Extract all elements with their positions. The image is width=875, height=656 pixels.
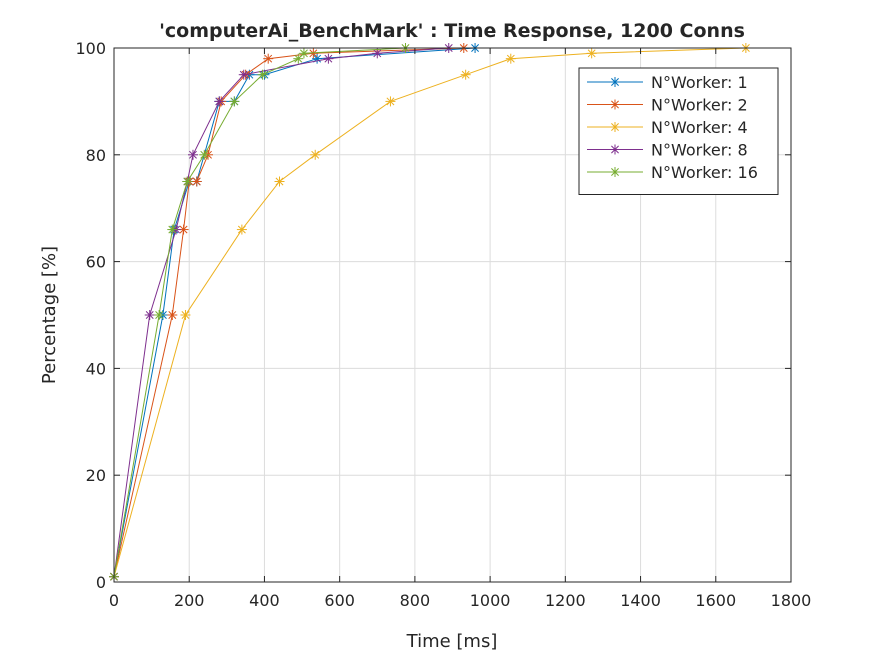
legend-marker (610, 99, 620, 110)
data-point (372, 48, 383, 59)
data-point (214, 96, 225, 107)
data-point (154, 310, 165, 320)
chart-title: 'computerAi_BenchMark' : Time Response, … (159, 20, 745, 42)
data-point (274, 176, 285, 187)
data-point (187, 149, 198, 160)
series-5 (109, 43, 411, 582)
legend-item: N°Worker: 16 (587, 163, 758, 182)
legend: N°Worker: 1 N°Worker: 2 N°Worker: 4 N°Worke… (578, 67, 779, 195)
legend-marker (610, 77, 620, 87)
y-tick-label: 40 (86, 359, 106, 378)
data-point (167, 224, 178, 235)
legend-marker (610, 122, 620, 132)
data-point (310, 149, 321, 160)
x-tick-label: 1200 (545, 591, 586, 610)
data-point (586, 48, 597, 59)
data-point (199, 149, 210, 160)
x-tick-label: 0 (109, 591, 119, 610)
data-point (263, 53, 274, 64)
x-tick-label: 800 (400, 591, 431, 610)
legend-box (578, 67, 779, 195)
series-line (113, 47, 449, 577)
x-tick-label: 1600 (695, 591, 736, 610)
y-tick-label: 80 (86, 146, 106, 165)
x-tick-label: 200 (174, 591, 205, 610)
legend-item: N°Worker: 1 (587, 73, 748, 92)
data-point (236, 224, 247, 235)
legend-item: N°Worker: 2 (587, 96, 748, 115)
legend-label: N°Worker: 4 (651, 118, 748, 137)
legend-marker (610, 144, 620, 155)
series-3 (109, 43, 751, 582)
data-point (238, 69, 249, 80)
legend-marker (610, 167, 620, 177)
y-axis-label: Percentage [%] (39, 246, 60, 384)
legend-label: N°Worker: 8 (651, 141, 748, 160)
legend-label: N°Worker: 16 (651, 163, 758, 182)
y-axis-ticks: 0 20 40 60 80 100 (75, 39, 791, 592)
legend-item: N°Worker: 4 (587, 118, 748, 137)
data-point (298, 48, 309, 59)
data-point (460, 69, 471, 80)
series-line (113, 47, 406, 577)
x-tick-label: 1400 (620, 591, 661, 610)
series-1 (109, 43, 481, 582)
x-axis-ticks: 0 200 400 600 800 1000 1200 1400 1600 1800 (109, 48, 811, 610)
legend-label: N°Worker: 2 (651, 96, 748, 115)
series-line (113, 47, 464, 577)
series-line (113, 47, 746, 577)
plot-area-border (113, 47, 792, 583)
data-point (505, 53, 516, 64)
data-point (323, 53, 334, 64)
y-tick-label: 100 (75, 39, 106, 58)
x-axis-label: Time [ms] (406, 631, 498, 652)
series-line (113, 47, 476, 577)
y-tick-label: 60 (86, 253, 106, 272)
data-point (385, 96, 396, 107)
legend-item: N°Worker: 8 (587, 141, 748, 160)
x-tick-label: 400 (249, 591, 280, 610)
x-tick-label: 1800 (771, 591, 812, 610)
y-tick-label: 20 (86, 466, 106, 485)
y-tick-label: 0 (96, 573, 106, 592)
data-point (229, 96, 240, 107)
data-point (167, 310, 178, 320)
data-point (257, 69, 268, 80)
legend-label: N°Worker: 1 (651, 73, 748, 92)
x-tick-label: 600 (324, 591, 355, 610)
data-point (144, 310, 155, 320)
data-point (182, 176, 193, 187)
x-tick-label: 1000 (470, 591, 511, 610)
data-point (191, 176, 202, 187)
data-point (180, 310, 191, 320)
